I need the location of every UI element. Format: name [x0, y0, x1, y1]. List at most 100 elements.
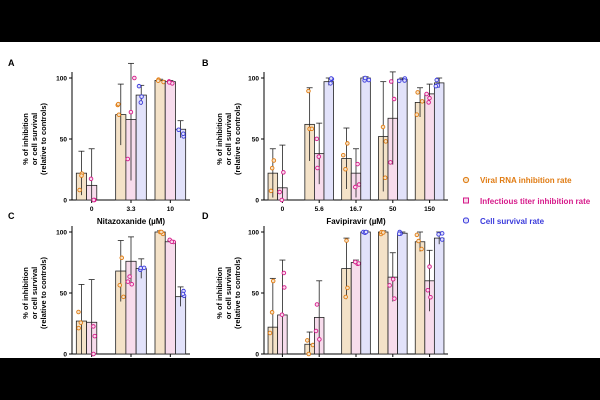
legend-item-viral-rna: Viral RNA inhibition rate [462, 176, 572, 185]
bar-viral-rna [378, 231, 389, 355]
data-point-infectious-titer [279, 197, 285, 203]
data-point-infectious-titer [91, 197, 96, 203]
data-point-cell-survival [176, 127, 181, 132]
data-point-viral-rna [306, 88, 311, 94]
x-tick-label-b: 150 [424, 206, 435, 213]
y-axis-label-c: % of inhibitionor cell survival(relative… [21, 256, 48, 329]
data-point-infectious-titer [388, 160, 393, 165]
data-point-infectious-titer [169, 239, 175, 245]
data-point-viral-rna [380, 124, 386, 130]
bar-infectious-titer [424, 93, 435, 201]
data-point-viral-rna [268, 188, 274, 194]
data-point-viral-rna [270, 278, 276, 284]
data-point-viral-rna [381, 230, 386, 235]
data-point-cell-survival [328, 81, 333, 86]
y-axis-label-line: (relative to controls) [233, 102, 242, 175]
data-point-viral-rna [419, 246, 424, 252]
y-axis-label-line: or cell survival [224, 113, 233, 166]
data-point-infectious-titer [282, 285, 287, 290]
data-point-infectious-titer [387, 283, 392, 288]
data-point-cell-survival [436, 232, 441, 237]
y-axis-label-d: % of inhibitionor cell survival(relative… [215, 256, 242, 329]
bar-cell-survival [175, 128, 187, 201]
data-point-infectious-titer [313, 328, 319, 334]
data-point-infectious-titer [425, 288, 431, 293]
bar-cell-survival [433, 82, 445, 201]
data-point-viral-rna [269, 165, 275, 171]
panel-letter-a: A [8, 58, 15, 68]
data-point-infectious-titer [353, 259, 358, 265]
data-point-infectious-titer [125, 156, 131, 162]
y-tick-label-d: 0 [255, 351, 259, 358]
y-axis-label-line: or cell survival [224, 267, 233, 320]
data-point-cell-survival [139, 94, 144, 99]
bar-viral-rna [154, 231, 166, 355]
data-point-infectious-titer [424, 91, 429, 97]
data-point-infectious-titer [390, 277, 396, 282]
figure-canvas: A 0 50 100% of inhibitionor cell survival(… [0, 42, 600, 380]
legend-marker-cell-survival [463, 217, 469, 224]
legend-label-cell-survival: Cell survival rate [480, 217, 545, 226]
data-point-cell-survival [402, 78, 407, 83]
bar-cell-survival [323, 81, 334, 201]
y-tick-label-a: 0 [63, 197, 67, 204]
data-point-viral-rna [305, 338, 310, 343]
data-point-cell-survival [181, 131, 186, 136]
panel-letter-d: D [202, 211, 209, 221]
y-tick-label-a: 50 [60, 136, 68, 143]
bar-cell-survival [360, 231, 371, 355]
y-tick-label-b: 0 [255, 197, 259, 204]
data-point-cell-survival [397, 78, 402, 84]
legend-marker-infectious-titer [463, 197, 469, 204]
bar-cell-survival [397, 232, 408, 355]
data-point-viral-rna [345, 285, 350, 291]
legend-label-infectious-titer: Infectious titer inhibition rate [480, 197, 591, 206]
y-axis-label-line: % of inhibition [21, 113, 30, 165]
panel-c: C 0 50 100 % of inhibitionor cell survival(… [8, 211, 190, 380]
x-axis-label-b: Favipiravir (µM) [326, 217, 386, 226]
data-point-viral-rna [121, 294, 126, 300]
panel-a: A 0 50 100 % of inhibitionor cell survival(… [8, 58, 190, 226]
data-point-cell-survival [434, 77, 439, 83]
y-tick-label-a: 100 [56, 75, 67, 82]
data-point-infectious-titer [388, 79, 394, 84]
bar-cell-survival [135, 268, 147, 355]
data-point-cell-survival [180, 291, 186, 297]
bar-viral-rna [154, 80, 166, 201]
panel-letter-c: C [8, 211, 15, 221]
data-point-viral-rna [382, 175, 388, 180]
x-tick-label-a: 10 [167, 206, 175, 213]
data-point-infectious-titer [279, 312, 285, 317]
data-point-infectious-titer [277, 189, 282, 195]
x-tick-label-b: 16.7 [350, 206, 363, 213]
data-point-viral-rna [414, 112, 420, 117]
y-tick-label-d: 100 [248, 229, 259, 236]
data-point-cell-survival [136, 83, 142, 89]
data-point-infectious-titer [127, 274, 132, 279]
data-point-cell-survival [363, 229, 369, 235]
data-point-infectious-titer [128, 109, 134, 115]
y-tick-label-c: 0 [63, 351, 67, 358]
data-point-viral-rna [383, 139, 388, 144]
bar-cell-survival [135, 94, 147, 201]
data-point-viral-rna [76, 309, 81, 315]
plot-area-c: 0 50 100 % of inhibitionor cell survival(re… [21, 226, 190, 380]
panel-letter-b: B [202, 58, 209, 68]
data-point-infectious-titer [129, 281, 134, 287]
data-point-infectious-titer [427, 264, 432, 269]
data-point-infectious-titer [167, 80, 172, 85]
y-axis-label-a: % of inhibitionor cell survival(relative… [21, 102, 48, 175]
data-point-viral-rna [116, 101, 121, 107]
plot-area-b: 0 50 100 % of inhibitionor cell survival(re… [215, 71, 448, 226]
y-axis-label-line: or cell survival [30, 113, 39, 166]
legend-item-cell-survival: Cell survival rate [463, 217, 545, 226]
data-point-infectious-titer [315, 165, 320, 171]
x-axis-label-a: Nitazoxanide (µM) [97, 217, 166, 226]
data-point-viral-rna [416, 238, 421, 244]
y-axis-label-line: or cell survival [30, 267, 39, 320]
data-point-infectious-titer [353, 184, 358, 190]
data-point-viral-rna [415, 90, 420, 95]
data-point-viral-rna [269, 310, 275, 315]
bar-viral-rna [414, 241, 426, 355]
